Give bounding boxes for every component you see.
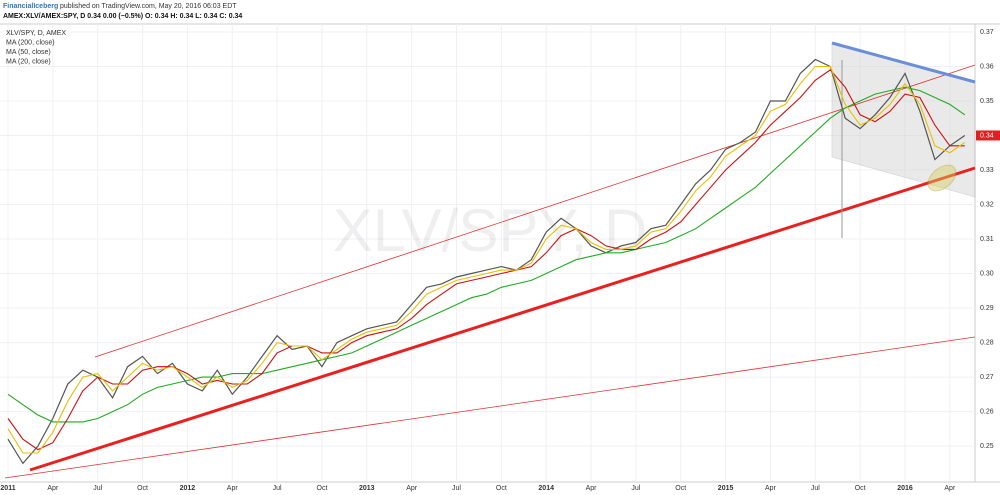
x-tick-label: Jul	[452, 485, 461, 492]
x-tick-label: Apr	[227, 485, 239, 492]
series-line	[7, 65, 966, 454]
y-tick-label: 0.36	[980, 63, 994, 70]
support-line	[29, 166, 976, 472]
series-line	[7, 86, 966, 423]
author: FinancialIceberg	[3, 3, 58, 10]
x-tick-label: Jul	[93, 485, 102, 492]
x-tick-label: Oct	[496, 485, 507, 492]
highlight	[927, 164, 957, 192]
x-tick-label: 2015	[718, 485, 734, 492]
x-tick-label: Oct	[675, 485, 686, 492]
x-tick-label: Jul	[273, 485, 282, 492]
series-line	[7, 69, 965, 451]
y-tick-label: 0.31	[980, 236, 994, 243]
x-tick-label: Jul	[631, 485, 640, 492]
watermark: XLV/SPY, D	[333, 197, 648, 264]
resistance-line	[831, 41, 976, 84]
legend-title: XLV/SPY, D, AMEX	[6, 30, 66, 37]
quote: AMEX:XLV/AMEX:SPY, D 0.34 0.00 (−0.5%) O…	[3, 13, 242, 20]
x-tick-label: Oct	[855, 485, 866, 492]
x-tick-label: Oct	[137, 485, 148, 492]
trend-line	[94, 64, 976, 358]
y-tick-label: 0.26	[980, 408, 994, 415]
y-tick-label: 0.33	[980, 167, 994, 174]
y-tick-label: 0.25	[980, 443, 994, 450]
y-tick-label: 0.35	[980, 98, 994, 105]
legend-entry: MA (200, close)	[6, 39, 55, 46]
x-tick-label: Apr	[944, 485, 956, 492]
x-tick-label: Apr	[586, 485, 598, 492]
y-tick-label: 0.37	[980, 29, 994, 36]
y-tick-label: 0.30	[980, 270, 994, 277]
published: published on TradingView.com, May 20, 20…	[60, 3, 237, 10]
legend-entry: MA (50, close)	[6, 49, 51, 56]
x-tick-label: Jul	[811, 485, 820, 492]
last-price-label: 0.34	[980, 132, 994, 139]
y-tick-label: 0.28	[980, 339, 994, 346]
y-tick-label: 0.32	[980, 201, 994, 208]
last-price-tag	[976, 130, 1000, 141]
x-tick-label: Apr	[47, 485, 59, 492]
x-tick-label: 2014	[538, 485, 554, 492]
x-tick-label: Apr	[406, 485, 418, 492]
x-tick-label: Oct	[317, 485, 328, 492]
x-tick-label: Apr	[765, 485, 777, 492]
y-tick-label: 0.29	[980, 305, 994, 312]
x-tick-label: 2011	[0, 485, 15, 492]
y-tick-label: 0.27	[980, 374, 994, 381]
trend-line	[4, 336, 976, 479]
x-tick-label: 2016	[897, 485, 913, 492]
x-tick-label: 2012	[180, 485, 196, 492]
x-tick-label: 2013	[359, 485, 375, 492]
legend-entry: MA (20, close)	[6, 58, 51, 65]
